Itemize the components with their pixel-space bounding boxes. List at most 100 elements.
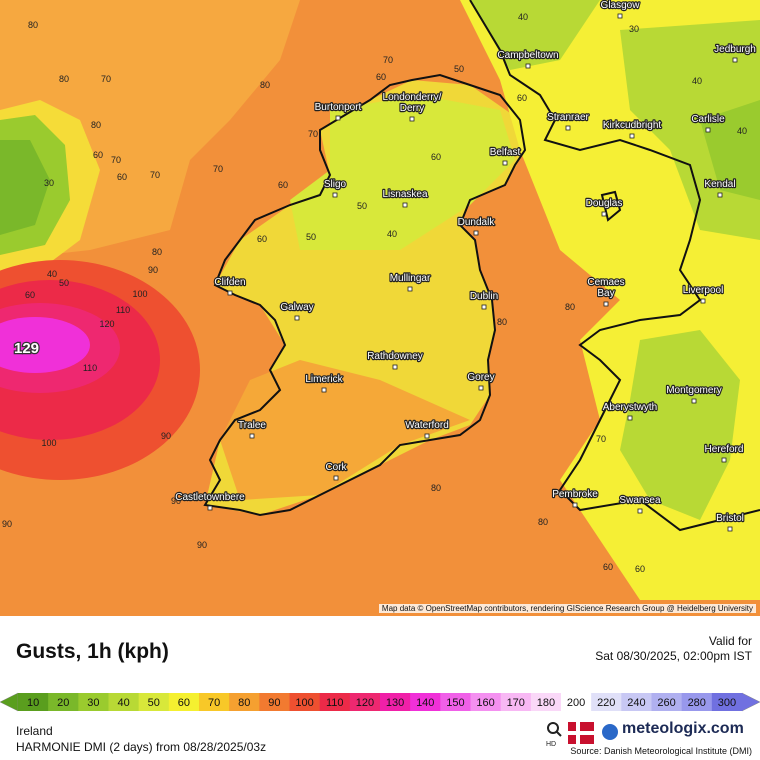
scale-label: 130: [386, 697, 404, 709]
value-label: 100: [41, 438, 56, 448]
city-marker: [207, 505, 213, 511]
scale-cell: [229, 693, 260, 711]
scale-cell: [289, 693, 321, 711]
city-label: Kendal: [704, 179, 735, 190]
value-label: 80: [431, 483, 441, 493]
city-label: Aberystwyth: [603, 402, 657, 413]
scale-cell: [259, 693, 290, 711]
value-label: 60: [431, 152, 441, 162]
contour-area: [0, 317, 90, 373]
contour-area: [470, 0, 600, 70]
city-marker: [502, 160, 508, 166]
city-marker: [727, 526, 733, 532]
city-marker: [473, 230, 479, 236]
scale-label: 90: [268, 697, 280, 709]
value-label: 90: [2, 519, 12, 529]
city-label: Gorey: [467, 372, 494, 383]
scale-cell: [681, 693, 713, 711]
city-label: Dundalk: [458, 217, 496, 228]
scale-cell: [199, 693, 230, 711]
value-label: 110: [116, 305, 130, 315]
city-label: Bay: [597, 288, 614, 299]
city-marker: [392, 364, 398, 370]
scale-label: 150: [446, 697, 464, 709]
scale-cell: [319, 693, 351, 711]
city-marker: [732, 57, 738, 63]
city-marker: [601, 211, 607, 217]
city-label: Bristol: [716, 513, 744, 524]
scale-cell: [18, 693, 49, 711]
city-label: Mullingar: [390, 273, 431, 284]
scale-label: 60: [178, 697, 190, 709]
value-label: 90: [197, 540, 207, 550]
city-label: Sligo: [324, 179, 347, 190]
city-label: Londonderry/: [383, 92, 442, 103]
city-marker: [572, 502, 578, 508]
scale-cell: [168, 693, 200, 711]
city-label: Dublin: [470, 291, 498, 302]
scale-label: 180: [537, 697, 555, 709]
value-label: 50: [59, 278, 69, 288]
city-marker: [227, 290, 233, 296]
scale-arrow-right: [741, 692, 760, 712]
city-marker: [249, 433, 255, 439]
value-label: 40: [47, 269, 57, 279]
city-label: Pembroke: [552, 489, 598, 500]
scale-label: 140: [416, 697, 434, 709]
city-label: Douglas: [586, 198, 623, 209]
value-label: 50: [454, 64, 464, 74]
scale-cell: [711, 693, 743, 711]
zoom-icon[interactable]: [547, 722, 559, 734]
scale-cell: [530, 693, 562, 711]
value-label: 80: [152, 247, 162, 257]
value-label: 90: [171, 496, 181, 506]
value-label: 80: [59, 74, 69, 84]
value-label: 70: [101, 74, 111, 84]
value-label: 70: [213, 164, 223, 174]
attribution: Map data © OpenStreetMap contributors, r…: [378, 604, 756, 613]
city-marker: [617, 13, 623, 19]
scale-cell: [440, 693, 471, 711]
city-marker: [691, 398, 697, 404]
scale-label: 50: [148, 697, 160, 709]
city-marker: [402, 202, 408, 208]
scale-label: 120: [356, 697, 374, 709]
scale-label: 260: [657, 697, 675, 709]
scale-label: 110: [326, 697, 344, 709]
value-label: 70: [596, 434, 606, 444]
city-label: Castletownbere: [175, 492, 245, 503]
contour-area: [290, 95, 515, 250]
scale-label: 170: [507, 697, 525, 709]
contour-area: [700, 100, 760, 200]
value-label: 60: [257, 234, 267, 244]
value-label: 80: [538, 517, 548, 527]
brand-logo: [602, 724, 618, 740]
value-label: 80: [260, 80, 270, 90]
ireland-coast: [203, 73, 527, 517]
scale-label: 80: [238, 697, 250, 709]
scale-cell: [500, 693, 532, 711]
value-label: 70: [308, 129, 318, 139]
city-label: Rathdowney: [367, 351, 423, 362]
scale-cell: [78, 693, 109, 711]
city-marker: [332, 192, 338, 198]
value-label: 40: [737, 126, 747, 136]
city-marker: [705, 127, 711, 133]
city-marker: [525, 63, 531, 69]
city-marker: [629, 133, 635, 139]
city-label: Hereford: [705, 444, 744, 455]
city-label: Burtonport: [315, 102, 362, 113]
scale-label: 300: [718, 697, 736, 709]
scale-cell: [561, 693, 592, 711]
city-label: Kirkcudbright: [603, 120, 662, 131]
value-label: 80: [565, 302, 575, 312]
brand[interactable]: meteologix.com: [622, 720, 744, 737]
flag-cross: [568, 731, 594, 735]
britain-coast: [469, 0, 760, 532]
color-scale: 10 20 30 40 50 60 70 80 90 100 110 120 130 140 150 160 1…: [0, 692, 760, 712]
value-label: 60: [376, 72, 386, 82]
legend: Gusts, 1h (kph) Valid for Sat 08/30/2025…: [0, 616, 760, 760]
value-label: 60: [117, 172, 127, 182]
